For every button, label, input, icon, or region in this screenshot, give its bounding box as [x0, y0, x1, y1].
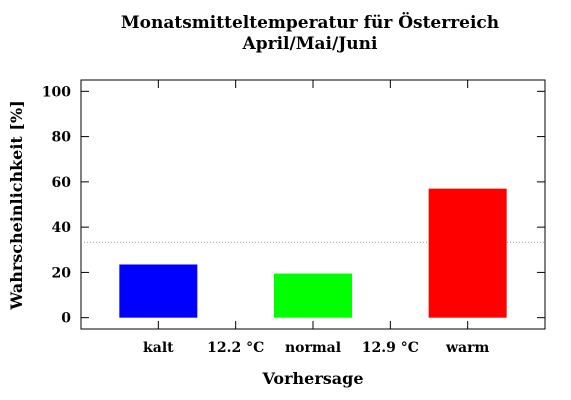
- bar-normal: [274, 273, 352, 318]
- y-tick-label: 80: [52, 130, 72, 146]
- y-tick-label: 0: [61, 311, 71, 327]
- bar-kalt: [119, 264, 198, 318]
- y-axis-label: Wahrscheinlichkeit [%]: [7, 100, 26, 310]
- x-tick-label-category: kalt: [143, 340, 174, 356]
- y-tick-label: 60: [52, 175, 72, 191]
- y-tick-label: 100: [42, 84, 71, 100]
- x-tick-label-category: warm: [445, 340, 489, 356]
- y-tick-label: 40: [52, 220, 72, 236]
- chart-subtitle: April/Mai/Juni: [242, 34, 378, 54]
- x-axis-label: Vorhersage: [261, 369, 363, 388]
- y-tick-label: 20: [52, 265, 72, 281]
- x-tick-label-boundary: 12.2 °C: [207, 340, 264, 356]
- x-tick-label-boundary: 12.9 °C: [362, 340, 419, 356]
- x-tick-label-category: normal: [285, 340, 341, 356]
- bar-warm: [428, 188, 507, 318]
- chart-title: Monatsmitteltemperatur für Österreich: [121, 12, 499, 33]
